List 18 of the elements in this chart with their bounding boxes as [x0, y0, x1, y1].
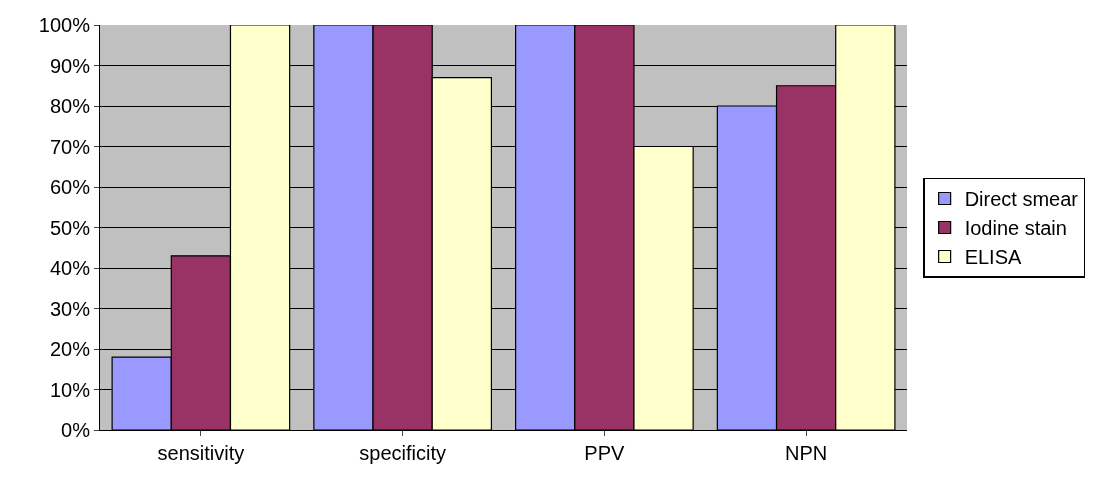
y-tick-label: 10%: [49, 378, 91, 401]
y-tick-label: 50%: [49, 216, 91, 239]
y-tick-label: 70%: [49, 135, 91, 158]
y-tick-label: 80%: [49, 95, 91, 117]
legend-label: Direct smear: [964, 188, 1079, 211]
y-tick-label: 60%: [49, 176, 91, 198]
legend-label: Iodine stain: [964, 217, 1067, 240]
y-tick-label: 20%: [49, 338, 91, 360]
x-tick-label: NPN: [785, 442, 828, 464]
y-tick-label: 0%: [61, 419, 91, 441]
x-tick-label: sensitivity: [157, 442, 245, 464]
y-tick-label: 100%: [38, 14, 91, 36]
y-tick-label: 40%: [49, 257, 91, 279]
y-tick-label: 90%: [49, 54, 91, 77]
legend-label: ELISA: [964, 246, 1022, 269]
x-tick-label: specificity: [359, 442, 446, 464]
y-tick-label: 30%: [49, 297, 91, 320]
x-tick-label: PPV: [584, 442, 626, 464]
